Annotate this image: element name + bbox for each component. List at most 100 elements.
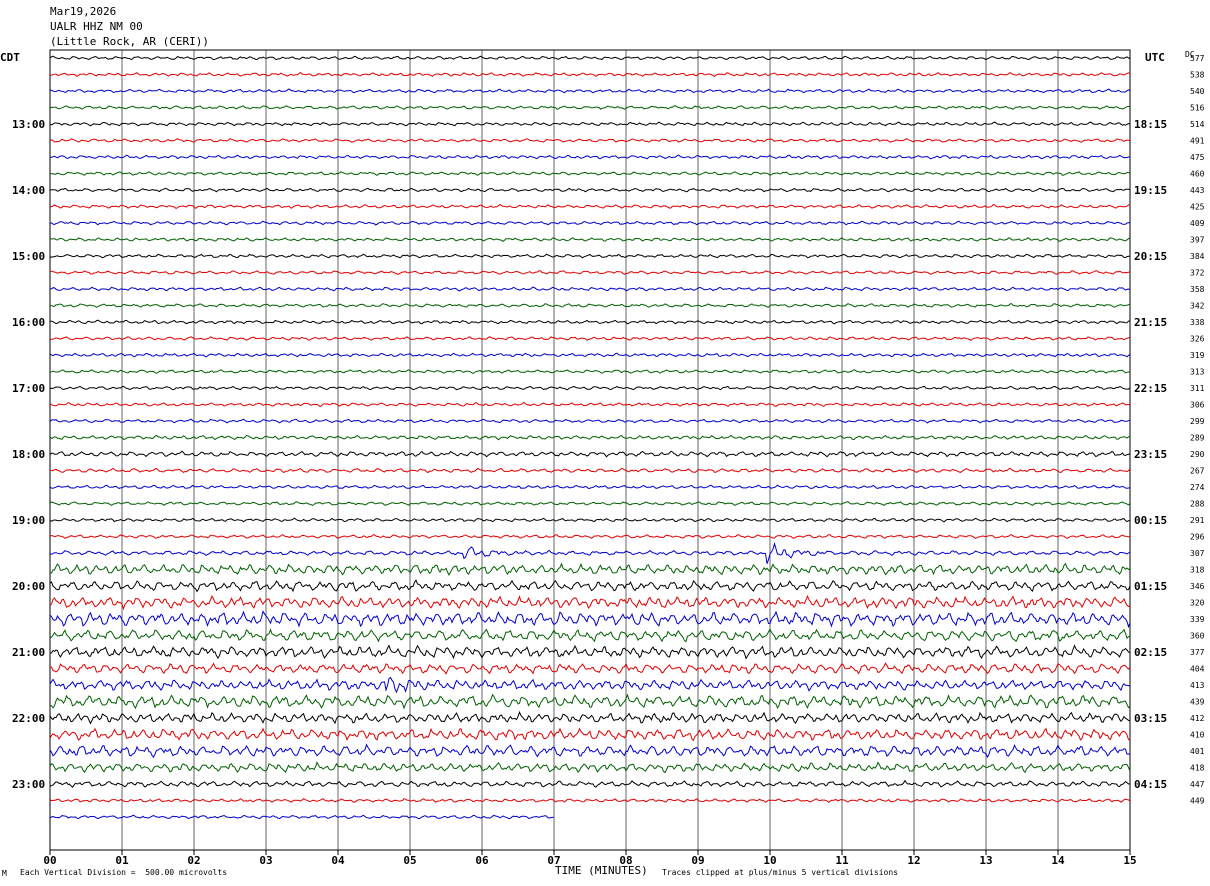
dc-offset-label: 288 [1190, 500, 1205, 509]
right-hour-label: 19:15 [1134, 184, 1167, 197]
seismic-trace-38 [49, 676, 1131, 694]
dc-offset-label: 443 [1190, 186, 1205, 195]
seismic-trace-45 [49, 798, 1131, 803]
seismic-trace-9 [49, 204, 1131, 209]
dc-offset-label: 401 [1190, 747, 1205, 756]
seismic-trace-30 [49, 541, 1131, 564]
clip-note: Traces clipped at plus/minus 5 vertical … [662, 868, 899, 877]
dc-offset-label: 289 [1190, 434, 1205, 443]
left-hour-label: 16:00 [12, 316, 45, 329]
dc-offset-label: 358 [1190, 285, 1205, 294]
dc-offset-label: 384 [1190, 252, 1205, 261]
left-hour-label: 23:00 [12, 778, 45, 791]
seismic-trace-23 [49, 434, 1131, 441]
right-hour-label: 04:15 [1134, 778, 1167, 791]
right-hour-label: 01:15 [1134, 580, 1167, 593]
plot-date: Mar19,2026 [50, 5, 117, 18]
seismic-trace-11 [49, 237, 1131, 243]
seismic-trace-1 [49, 71, 1131, 77]
seismic-trace-2 [49, 88, 1131, 94]
dc-offset-label: 342 [1190, 302, 1205, 311]
station-location: (Little Rock, AR (CERI)) [50, 35, 209, 48]
seismic-trace-19 [49, 369, 1131, 374]
x-axis-title: TIME (MINUTES) [555, 864, 648, 877]
seismic-trace-25 [50, 467, 1131, 474]
seismic-trace-21 [49, 401, 1131, 408]
right-hour-label: 21:15 [1134, 316, 1167, 329]
dc-offset-label: 447 [1190, 780, 1205, 789]
dc-offset-label: 296 [1190, 533, 1205, 542]
seismic-trace-42 [49, 743, 1131, 759]
x-tick-label: 04 [331, 854, 345, 867]
left-hour-label: 14:00 [12, 184, 45, 197]
seismic-trace-10 [49, 220, 1131, 226]
dc-offset-label: 319 [1190, 351, 1205, 360]
x-tick-label: 00 [43, 854, 56, 867]
dc-offset-label: 346 [1190, 582, 1205, 591]
left-hour-label: 13:00 [12, 118, 45, 131]
seismic-trace-17 [49, 336, 1131, 341]
dc-offset-label: 311 [1190, 384, 1205, 393]
dc-offset-label: 475 [1190, 153, 1205, 162]
seismic-trace-36 [49, 644, 1131, 660]
station-code: UALR HHZ NM 00 [50, 20, 143, 33]
right-hour-label: 22:15 [1134, 382, 1167, 395]
seismic-trace-7 [49, 171, 1131, 177]
right-hour-label: 18:15 [1134, 118, 1167, 131]
x-tick-label: 02 [187, 854, 200, 867]
x-tick-label: 14 [1051, 854, 1065, 867]
x-tick-label: 01 [115, 854, 129, 867]
dc-offset-label: 409 [1190, 219, 1205, 228]
dc-offset-label: 425 [1190, 203, 1205, 212]
seismic-trace-3 [49, 105, 1131, 111]
left-hour-label: 22:00 [12, 712, 45, 725]
dc-offset-label: 516 [1190, 104, 1205, 113]
left-hour-label: 18:00 [12, 448, 45, 461]
dc-offset-label: 313 [1190, 368, 1205, 377]
dc-offset-label: 491 [1190, 137, 1205, 146]
dc-offset-label: 410 [1190, 731, 1205, 740]
seismic-trace-40 [49, 710, 1131, 725]
scale-note: Each Vertical Division = 500.00 microvol… [20, 868, 228, 877]
dc-offset-label: 360 [1190, 632, 1205, 641]
dc-offset-label: 412 [1190, 714, 1205, 723]
dc-offset-label: 460 [1190, 170, 1205, 179]
right-hour-label: 23:15 [1134, 448, 1167, 461]
seismic-trace-34 [49, 610, 1131, 629]
seismic-trace-6 [49, 154, 1130, 160]
seismic-trace-27 [49, 501, 1131, 507]
seismic-trace-46 [49, 814, 555, 820]
dc-offset-label: 577 [1190, 54, 1205, 63]
dc-offset-label: 307 [1190, 549, 1205, 558]
left-timezone-label: CDT [0, 51, 20, 64]
dc-offset-label: 540 [1190, 87, 1205, 96]
x-tick-label: 10 [763, 854, 776, 867]
dc-offset-label: 290 [1190, 450, 1205, 459]
x-tick-label: 03 [259, 854, 272, 867]
seismic-trace-22 [49, 418, 1131, 424]
x-tick-label: 07 [547, 854, 560, 867]
seismic-trace-18 [49, 352, 1131, 358]
seismic-trace-12 [49, 253, 1131, 259]
seismic-trace-26 [49, 484, 1131, 490]
dc-offset-label: 318 [1190, 566, 1205, 575]
seismic-trace-33 [49, 594, 1131, 611]
dc-offset-label: 377 [1190, 648, 1205, 657]
dc-offset-label: 418 [1190, 764, 1205, 773]
right-hour-label: 00:15 [1134, 514, 1167, 527]
dc-offset-label: 274 [1190, 483, 1205, 492]
seismic-trace-28 [49, 517, 1131, 523]
seismic-trace-41 [49, 727, 1131, 742]
dc-offset-label: 326 [1190, 335, 1205, 344]
x-tick-label: 09 [691, 854, 704, 867]
left-hour-label: 20:00 [12, 580, 45, 593]
dc-offset-label: 267 [1190, 467, 1205, 476]
x-tick-label: 12 [907, 854, 920, 867]
left-hour-label: 15:00 [12, 250, 45, 263]
x-tick-label: 11 [835, 854, 849, 867]
x-tick-label: 05 [403, 854, 416, 867]
seismic-trace-16 [49, 319, 1131, 325]
left-hour-label: 17:00 [12, 382, 45, 395]
dc-offset-label: 338 [1190, 318, 1205, 327]
